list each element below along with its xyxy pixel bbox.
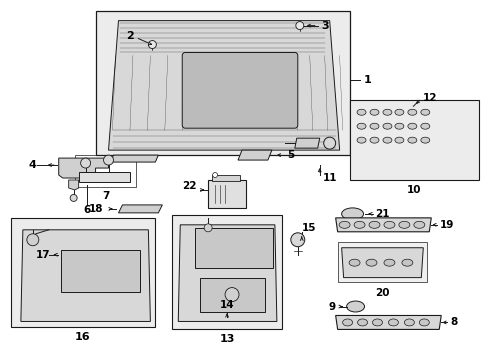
Bar — [349, 100, 478, 180]
Bar — [200, 278, 264, 312]
Polygon shape — [110, 155, 158, 162]
Polygon shape — [118, 205, 162, 213]
Text: 7: 7 — [102, 191, 109, 201]
Circle shape — [323, 137, 335, 149]
Ellipse shape — [369, 137, 378, 143]
Bar — [75, 155, 136, 187]
Ellipse shape — [394, 137, 403, 143]
Ellipse shape — [382, 109, 391, 115]
Ellipse shape — [339, 221, 349, 228]
Ellipse shape — [348, 259, 359, 266]
Bar — [212, 175, 240, 181]
Ellipse shape — [394, 109, 403, 115]
Ellipse shape — [413, 221, 424, 228]
Text: 2: 2 — [126, 31, 134, 41]
Text: 6: 6 — [83, 205, 90, 215]
Ellipse shape — [394, 123, 403, 129]
Ellipse shape — [398, 221, 409, 228]
Polygon shape — [21, 230, 150, 321]
Ellipse shape — [419, 319, 428, 326]
Text: 16: 16 — [75, 332, 90, 342]
Text: 5: 5 — [286, 150, 293, 160]
Ellipse shape — [356, 123, 366, 129]
Circle shape — [148, 41, 156, 49]
Text: 14: 14 — [219, 300, 234, 310]
Ellipse shape — [369, 109, 378, 115]
Ellipse shape — [342, 319, 352, 326]
Ellipse shape — [407, 123, 416, 129]
Circle shape — [224, 288, 239, 302]
Text: 22: 22 — [182, 181, 196, 191]
Text: 20: 20 — [374, 288, 389, 298]
Bar — [337, 242, 427, 282]
Ellipse shape — [369, 123, 378, 129]
Ellipse shape — [420, 137, 429, 143]
Text: 18: 18 — [89, 204, 103, 214]
Bar — [208, 180, 245, 208]
Circle shape — [212, 172, 217, 177]
Ellipse shape — [341, 208, 363, 220]
Text: 17: 17 — [36, 250, 50, 260]
Bar — [172, 215, 281, 329]
Circle shape — [70, 194, 77, 201]
Text: 11: 11 — [322, 173, 337, 183]
Ellipse shape — [404, 319, 413, 326]
Ellipse shape — [382, 137, 391, 143]
Text: 21: 21 — [375, 209, 389, 219]
Ellipse shape — [368, 221, 379, 228]
Ellipse shape — [420, 123, 429, 129]
Circle shape — [81, 158, 90, 168]
Polygon shape — [294, 138, 319, 148]
Ellipse shape — [420, 109, 429, 115]
Bar — [195, 228, 272, 268]
Polygon shape — [335, 218, 430, 232]
Ellipse shape — [382, 123, 391, 129]
Polygon shape — [68, 180, 79, 190]
Text: 19: 19 — [439, 220, 454, 230]
Circle shape — [290, 233, 304, 247]
Circle shape — [27, 234, 39, 246]
Ellipse shape — [356, 137, 366, 143]
Text: 4: 4 — [29, 160, 37, 170]
Bar — [61, 250, 140, 292]
Bar — [95, 11, 349, 155]
Ellipse shape — [383, 221, 394, 228]
Circle shape — [203, 224, 212, 232]
Bar — [11, 218, 155, 328]
Ellipse shape — [353, 221, 364, 228]
FancyBboxPatch shape — [182, 53, 297, 128]
Ellipse shape — [366, 259, 376, 266]
Polygon shape — [79, 172, 130, 182]
Ellipse shape — [387, 319, 398, 326]
Text: 13: 13 — [219, 334, 234, 345]
Text: 15: 15 — [301, 223, 316, 233]
Ellipse shape — [346, 301, 364, 312]
Ellipse shape — [407, 137, 416, 143]
Polygon shape — [341, 248, 423, 278]
Polygon shape — [335, 315, 440, 329]
Ellipse shape — [356, 109, 366, 115]
Polygon shape — [59, 158, 108, 178]
Ellipse shape — [401, 259, 412, 266]
Text: 9: 9 — [328, 302, 335, 311]
Ellipse shape — [372, 319, 382, 326]
Polygon shape — [238, 150, 271, 160]
Polygon shape — [108, 21, 339, 150]
Ellipse shape — [357, 319, 367, 326]
Text: 3: 3 — [321, 21, 328, 31]
Polygon shape — [178, 225, 276, 321]
Circle shape — [295, 22, 303, 30]
Text: 1: 1 — [363, 75, 370, 85]
Text: 12: 12 — [423, 93, 437, 103]
Text: 10: 10 — [406, 185, 421, 195]
Ellipse shape — [407, 109, 416, 115]
Circle shape — [103, 155, 113, 165]
Ellipse shape — [383, 259, 394, 266]
Text: 8: 8 — [449, 318, 456, 328]
